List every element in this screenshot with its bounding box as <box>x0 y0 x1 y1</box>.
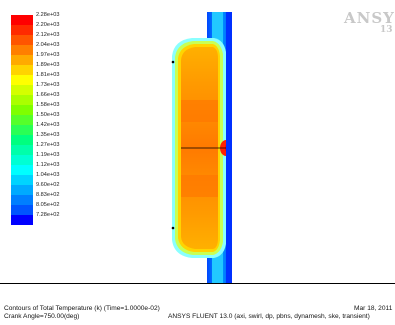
legend-label: 1.04e+03 <box>36 172 106 185</box>
legend-swatch <box>11 115 33 125</box>
legend-label: 8.83e+02 <box>36 192 106 205</box>
legend-swatch <box>11 105 33 115</box>
legend-label: 1.27e+03 <box>36 142 106 155</box>
footer-crank-angle: Crank Angle=750.00(deg) <box>4 313 80 320</box>
legend-label-text: 8.83e+02 <box>36 192 60 198</box>
legend-label-text: 1.66e+03 <box>36 92 60 98</box>
legend-label: 1.66e+03 <box>36 92 106 105</box>
legend-swatch <box>11 195 33 205</box>
legend-label: 7.28e+02 <box>36 212 106 225</box>
legend-swatch <box>11 65 33 75</box>
legend-label: 1.42e+03 <box>36 122 106 135</box>
legend-swatch <box>11 185 33 195</box>
legend-swatch <box>11 135 33 145</box>
legend-label-text: 1.12e+03 <box>36 162 60 168</box>
graphics-viewport[interactable]: 2.28e+03 2.20e+03 2.12e+03 2.04e+03 1.97e+03… <box>0 0 395 283</box>
legend-label: 2.04e+03 <box>36 42 106 55</box>
legend-label-text: 1.73e+03 <box>36 82 60 88</box>
legend-label: 1.81e+03 <box>36 72 106 85</box>
legend-swatch <box>11 215 33 225</box>
legend-label-text: 7.28e+02 <box>36 212 60 218</box>
legend-swatch <box>11 85 33 95</box>
legend-label-text: 2.12e+03 <box>36 32 60 38</box>
legend-swatch <box>11 175 33 185</box>
legend-swatch <box>11 95 33 105</box>
legend-swatch <box>11 165 33 175</box>
contour-plot <box>171 12 232 283</box>
legend-label-text: 1.04e+03 <box>36 172 60 178</box>
legend-label: 1.89e+03 <box>36 62 106 75</box>
legend-label: 2.12e+03 <box>36 32 106 45</box>
legend-swatch <box>11 75 33 85</box>
legend-label: 1.97e+03 <box>36 52 106 65</box>
legend-swatch <box>11 35 33 45</box>
logo-version: 13 <box>380 25 393 35</box>
legend-label: 2.28e+03 <box>36 12 106 25</box>
footer-solver-info: ANSYS FLUENT 13.0 (axi, swirl, dp, pbns,… <box>168 313 370 320</box>
legend-label-text: 2.20e+03 <box>36 22 60 28</box>
legend-swatch <box>11 55 33 65</box>
color-legend-bar <box>11 15 33 225</box>
legend-label-text: 9.60e+02 <box>36 182 60 188</box>
legend-label-text: 1.42e+03 <box>36 122 60 128</box>
logo-brand: ANSYS <box>344 9 395 27</box>
legend-label-text: 1.89e+03 <box>36 62 60 68</box>
legend-label-text: 1.81e+03 <box>36 72 60 78</box>
legend-label-text: 2.28e+03 <box>36 12 60 18</box>
footer-date: Mar 18, 2011 <box>354 305 393 312</box>
legend-label-text: 1.58e+03 <box>36 102 60 108</box>
legend-label-text: 1.97e+03 <box>36 52 60 58</box>
footer-title: Contours of Total Temperature (k) (Time=… <box>4 305 160 312</box>
legend-swatch <box>11 25 33 35</box>
legend-label-text: 1.19e+03 <box>36 152 60 158</box>
legend-label: 1.19e+03 <box>36 152 106 165</box>
legend-label-text: 1.35e+03 <box>36 132 60 138</box>
legend-label: 1.35e+03 <box>36 132 106 145</box>
legend-swatch <box>11 15 33 25</box>
legend-label-text: 1.50e+03 <box>36 112 60 118</box>
legend-label: 2.20e+03 <box>36 22 106 35</box>
footer-separator <box>0 283 395 284</box>
legend-label: 9.60e+02 <box>36 182 106 195</box>
legend-swatch <box>11 125 33 135</box>
legend-label: 1.73e+03 <box>36 82 106 95</box>
ansys-logo: ANSYS 13 <box>343 9 395 39</box>
legend-label: 8.05e+02 <box>36 202 106 215</box>
legend-swatch <box>11 205 33 215</box>
color-legend-labels: 2.28e+03 2.20e+03 2.12e+03 2.04e+03 1.97e+03… <box>36 12 106 225</box>
legend-label: 1.50e+03 <box>36 112 106 125</box>
footer-caption: Contours of Total Temperature (k) (Time=… <box>0 283 395 325</box>
legend-swatch <box>11 145 33 155</box>
legend-label: 1.58e+03 <box>36 102 106 115</box>
legend-label-text: 1.27e+03 <box>36 142 60 148</box>
legend-label: 1.12e+03 <box>36 162 106 175</box>
legend-label-text: 2.04e+03 <box>36 42 60 48</box>
legend-swatch <box>11 45 33 55</box>
legend-swatch <box>11 155 33 165</box>
legend-label-text: 8.05e+02 <box>36 202 60 208</box>
